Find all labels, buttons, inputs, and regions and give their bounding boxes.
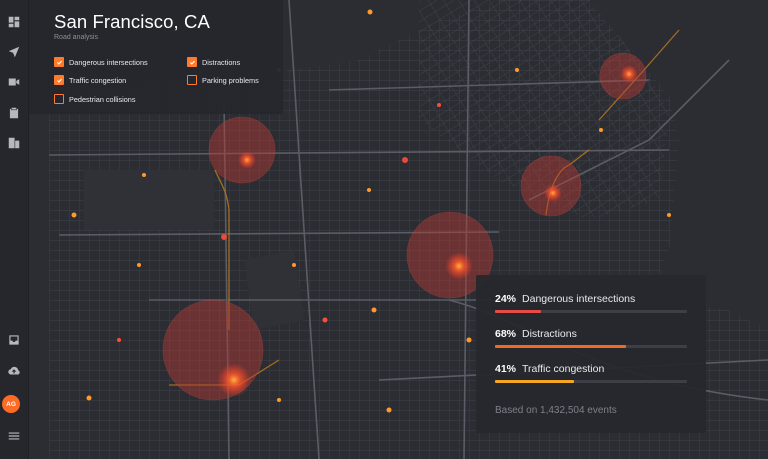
stat-percent: 68% [495,328,517,340]
checkbox-checked-icon [54,57,64,67]
filter-traffic-congestion[interactable]: Traffic congestion [54,75,126,85]
stat-percent: 41% [495,363,517,375]
clipboard-icon[interactable] [5,104,23,122]
stat-progress-track [495,345,687,348]
stat-traffic-congestion: 41% Traffic congestion [495,363,687,383]
video-camera-icon[interactable] [5,73,23,91]
filter-label: Distractions [202,57,241,67]
stat-label: Distractions [522,328,577,340]
avatar[interactable]: AG [2,395,20,413]
stat-progress-track [495,310,687,313]
hotspot-layer [162,52,647,401]
stat-label: Dangerous intersections [522,293,636,305]
filter-label: Dangerous intersections [69,57,148,67]
filter-parking-problems[interactable]: Parking problems [187,75,259,85]
events-count: Based on 1,432,504 events [495,405,617,416]
stat-progress-fill [495,310,542,313]
menu-icon[interactable] [5,427,23,445]
page-subtitle: Road analysis [54,34,98,41]
checkbox-checked-icon [54,75,64,85]
page-title: San Francisco, CA [54,11,210,32]
inbox-icon[interactable] [5,331,23,349]
filter-label: Traffic congestion [69,75,127,85]
filter-panel: San Francisco, CA Road analysis Dangerou… [29,0,283,114]
cloud-upload-icon[interactable] [5,362,23,380]
filter-dangerous-intersections[interactable]: Dangerous intersections [54,57,148,67]
stat-distractions: 68% Distractions [495,328,687,348]
building-icon[interactable] [5,134,23,152]
sidebar: AG [0,0,29,459]
checkbox-checked-icon [187,57,197,67]
filter-label: Parking problems [202,75,259,85]
filter-label: Pedestrian collisions [69,94,136,104]
filter-pedestrian-collisions[interactable]: Pedestrian collisions [54,94,136,104]
avatar-initials: AG [6,400,16,408]
checkbox-empty-icon [187,75,197,85]
stats-panel: 24% Dangerous intersections 68% Distract… [476,275,706,433]
filter-distractions[interactable]: Distractions [187,57,240,67]
stat-label: Traffic congestion [522,363,605,375]
stat-progress-track [495,380,687,383]
checkbox-empty-icon [54,94,64,104]
stat-dangerous-intersections: 24% Dangerous intersections [495,293,687,313]
incident-dots [71,9,671,413]
stat-percent: 24% [495,293,517,305]
stat-progress-fill [495,380,574,383]
navigation-icon[interactable] [5,43,23,61]
dashboard-icon[interactable] [5,13,23,31]
stat-progress-fill [495,345,626,348]
